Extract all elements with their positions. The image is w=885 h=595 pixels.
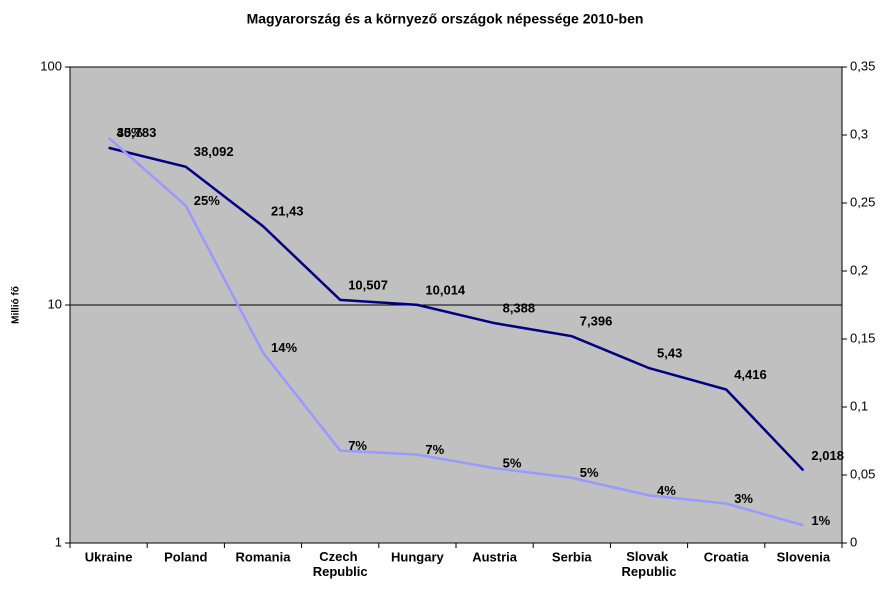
series-line — [107, 136, 804, 527]
y2-tick-label: 0 — [850, 534, 857, 549]
x-tick-label-line: Slovak — [626, 549, 672, 564]
x-tick-label: Poland — [164, 549, 207, 564]
data-label: 7,396 — [580, 314, 613, 329]
data-label: 7% — [425, 442, 444, 457]
chart-title: Magyarország és a környező országok népe… — [247, 11, 644, 27]
data-label: 2,018 — [811, 448, 844, 463]
y2-tick-label: 0,2 — [850, 262, 868, 277]
data-label: 3% — [734, 491, 753, 506]
x-tick-label-line: Czech — [319, 549, 361, 564]
series-line — [108, 146, 805, 472]
data-label: 4% — [657, 483, 676, 498]
data-label: 38,092 — [194, 144, 234, 159]
data-label: 45,783 — [117, 125, 157, 140]
x-tick-label-line: Republic — [313, 564, 368, 579]
data-label: 10,014 — [425, 282, 466, 297]
x-tick-label: Ukraine — [85, 549, 133, 564]
data-label: 1% — [811, 513, 830, 528]
y-tick-label: 1 — [55, 534, 62, 549]
y-axis-label: Millió fő — [11, 286, 22, 324]
y-tick-label: 100 — [40, 58, 62, 73]
x-tick-label: Slovenia — [777, 549, 831, 564]
y2-tick-label: 0,15 — [850, 330, 875, 345]
data-label: 5% — [580, 465, 599, 480]
data-label: 21,43 — [271, 204, 304, 219]
x-tick-label: Slovak Republic — [622, 549, 677, 579]
data-label: 30% — [117, 125, 143, 140]
x-tick-label: Croatia — [704, 549, 750, 564]
data-label: 25% — [194, 193, 220, 208]
x-tick-label: Romania — [236, 549, 292, 564]
x-tick-label-line: Republic — [622, 564, 677, 579]
y2-tick-label: 0,1 — [850, 398, 868, 413]
y2-tick-label: 0,35 — [850, 58, 875, 73]
y2-tick-label: 0,3 — [850, 126, 868, 141]
y2-tick-label: 0,05 — [850, 466, 875, 481]
data-label: 8,388 — [503, 301, 536, 316]
data-label: 4,416 — [734, 367, 767, 382]
x-tick-label: Austria — [472, 549, 518, 564]
data-label: 5,43 — [657, 346, 682, 361]
x-tick-label: Hungary — [391, 549, 445, 564]
data-label: 7% — [348, 438, 367, 453]
x-tick-label: Serbia — [552, 549, 593, 564]
y-tick-label: 10 — [48, 296, 62, 311]
y2-tick-label: 0,25 — [850, 194, 875, 209]
x-tick-label: Czech Republic — [313, 549, 368, 579]
data-label: 5% — [503, 456, 522, 471]
data-label: 10,507 — [348, 277, 388, 292]
data-label: 14% — [271, 340, 297, 355]
